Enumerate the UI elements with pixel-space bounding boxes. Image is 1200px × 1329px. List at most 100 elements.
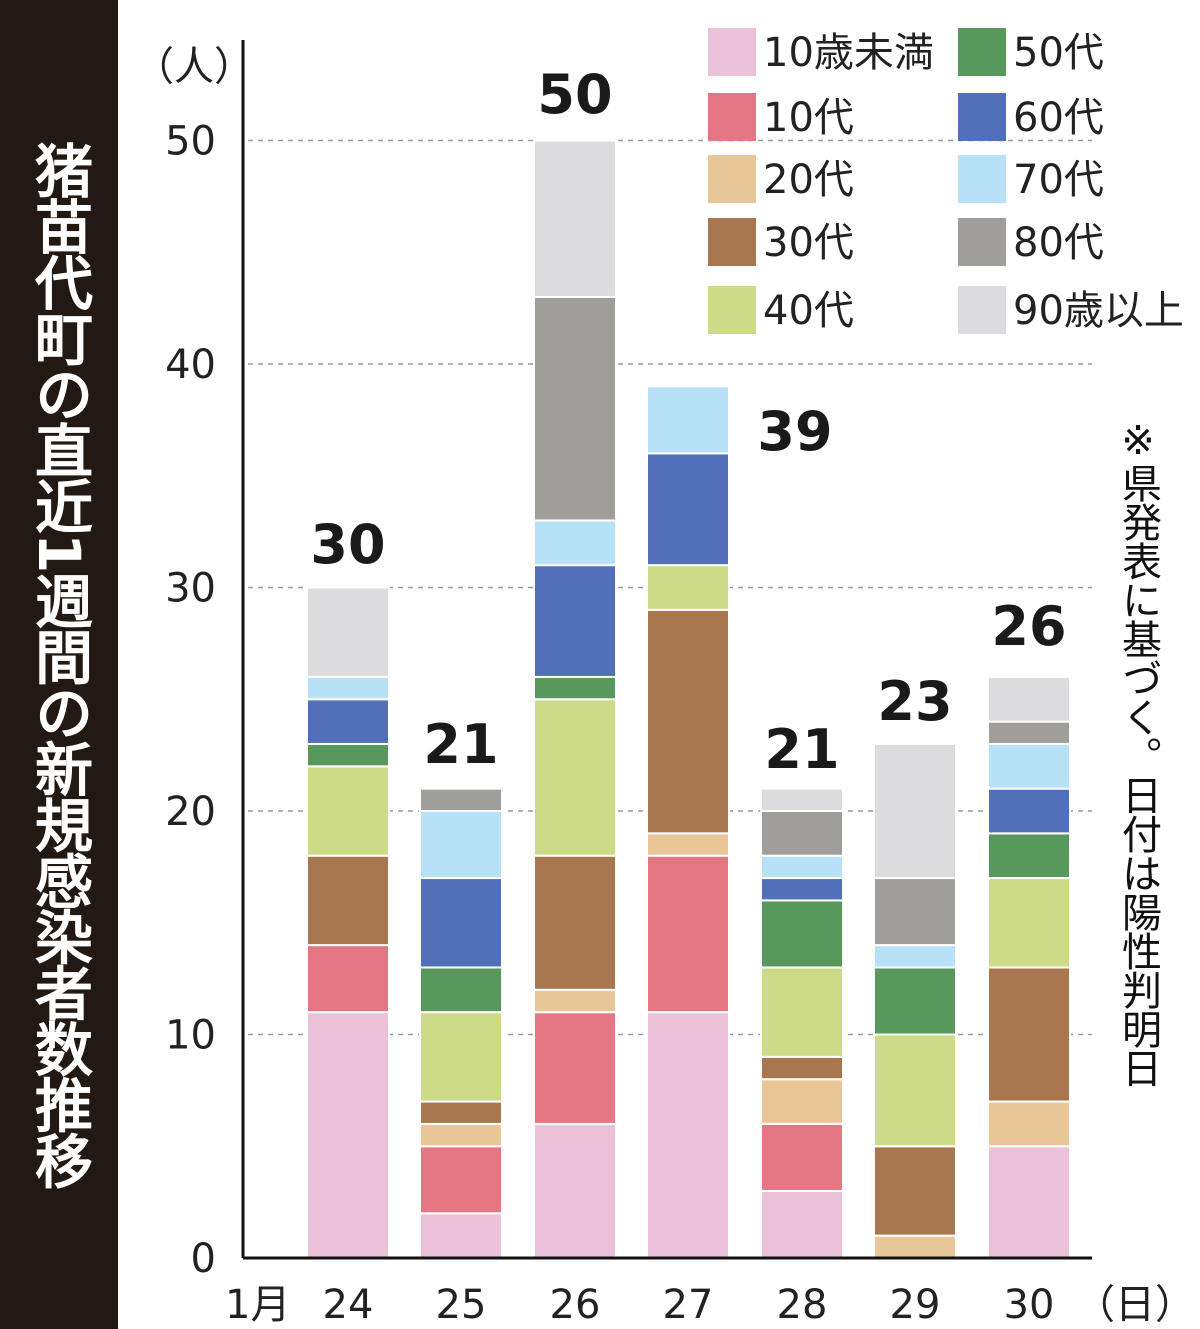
y-axis-label: （人）	[134, 44, 254, 90]
bar-segment-29-2	[873, 1234, 957, 1260]
legend-swatch-3	[708, 218, 756, 266]
bar-segment-28-4	[760, 966, 844, 1058]
bar-segment-30-3	[987, 966, 1071, 1103]
bar-segment-28-7	[760, 854, 844, 880]
bar-segment-29-9	[873, 742, 957, 880]
bar-segment-27-2	[646, 832, 730, 857]
x-tick-27: 27	[663, 1282, 714, 1328]
bar-segment-24-5	[306, 742, 390, 768]
x-tick-26: 26	[550, 1282, 601, 1328]
total-labels: 30 21 50 39 21 23 26	[310, 63, 1066, 781]
x-tick-24: 24	[323, 1282, 374, 1328]
bar-segment-27-7	[646, 385, 730, 455]
legend-label-9: 90歳以上	[1013, 288, 1184, 334]
legend-swatch-1	[708, 93, 756, 141]
bar-segment-28-2	[760, 1078, 844, 1125]
bar-segment-24-4	[306, 765, 390, 857]
bar-segment-28-1	[760, 1122, 844, 1192]
source-note: ※県発表に基づく。日付は陽性判明日	[1115, 418, 1161, 1087]
bar-segment-25-7	[419, 810, 503, 880]
bar-segment-30-2	[987, 1100, 1071, 1148]
legend-label-4: 40代	[763, 288, 854, 334]
legend-label-6: 60代	[1013, 95, 1104, 141]
x-axis-label: （日）	[1075, 1282, 1195, 1328]
total-label-28: 21	[764, 718, 839, 781]
bars	[306, 139, 1071, 1260]
x-prefix-label: 1月	[225, 1282, 290, 1328]
bar-segment-30-9	[987, 675, 1071, 723]
y-tick-labels: 0 10 20 30 40 50	[165, 119, 216, 1283]
y-tick-0: 0	[191, 1236, 216, 1282]
legend-swatch-9	[958, 286, 1006, 334]
bar-segment-25-8	[419, 787, 503, 813]
bar-segment-26-4	[533, 698, 617, 857]
bar-segment-28-3	[760, 1055, 844, 1081]
bar-segment-24-9	[306, 586, 390, 678]
legend-swatch-7	[958, 155, 1006, 203]
x-tick-28: 28	[777, 1282, 828, 1328]
total-label-26: 50	[537, 63, 612, 126]
legend-swatch-4	[708, 286, 756, 334]
bar-segment-28-6	[760, 877, 844, 902]
bar-segment-26-2	[533, 988, 617, 1014]
bar-segment-27-6	[646, 452, 730, 567]
total-label-25: 21	[423, 713, 498, 776]
bar-segment-26-6	[533, 564, 617, 678]
bar-segment-28-5	[760, 899, 844, 969]
bar-segment-30-6	[987, 787, 1071, 835]
bar-segment-25-3	[419, 1100, 503, 1125]
bar-segment-26-7	[533, 519, 617, 567]
bar-segment-24-7	[306, 675, 390, 701]
legend-swatch-6	[958, 93, 1006, 141]
bar-segment-27-4	[646, 564, 730, 611]
legend-swatch-0	[708, 28, 756, 76]
bar-segment-29-4	[873, 1033, 957, 1148]
y-tick-10: 10	[165, 1013, 216, 1059]
bar-segment-26-8	[533, 295, 617, 522]
bar-segment-25-0	[419, 1212, 503, 1260]
bar-segment-30-0	[987, 1145, 1071, 1259]
legend-label-0: 10歳未満	[763, 30, 934, 76]
title-bar: 猪苗代町の直近1週間の新規感染者数推移	[0, 0, 118, 1329]
bar-segment-24-6	[306, 698, 390, 745]
bar-segment-27-3	[646, 608, 730, 835]
axes	[241, 40, 1092, 1260]
bar-segment-26-3	[533, 854, 617, 991]
total-label-24: 30	[310, 513, 385, 576]
total-label-29: 23	[877, 670, 952, 733]
legend-label-1: 10代	[763, 95, 854, 141]
bar-segment-28-0	[760, 1189, 844, 1259]
bar-segment-28-8	[760, 810, 844, 857]
bar-segment-24-0	[306, 1011, 390, 1260]
bar-segment-28-9	[760, 787, 844, 813]
bar-segment-30-8	[987, 720, 1071, 745]
legend-label-3: 30代	[763, 220, 854, 266]
bar-segment-29-5	[873, 966, 957, 1036]
bar-segment-26-9	[533, 139, 617, 298]
legend-label-7: 70代	[1013, 157, 1104, 203]
chart-title: 猪苗代町の直近1週間の新規感染者数推移	[25, 141, 93, 1188]
bar-segment-26-0	[533, 1122, 617, 1260]
legend-label-5: 50代	[1013, 30, 1104, 76]
y-tick-30: 30	[165, 566, 216, 612]
legend-swatch-5	[958, 28, 1006, 76]
bar-segment-24-3	[306, 854, 390, 947]
total-label-30: 26	[991, 595, 1066, 658]
y-tick-50: 50	[165, 119, 216, 165]
bar-segment-26-5	[533, 675, 617, 701]
bar-segment-25-5	[419, 966, 503, 1014]
y-tick-20: 20	[165, 789, 216, 835]
bar-segment-29-3	[873, 1145, 957, 1237]
bar-segment-30-5	[987, 832, 1071, 880]
x-tick-29: 29	[890, 1282, 941, 1328]
legend-label-2: 20代	[763, 157, 854, 203]
x-tick-25: 25	[436, 1282, 487, 1328]
bar-segment-29-7	[873, 944, 957, 969]
bar-segment-25-1	[419, 1145, 503, 1215]
legend-swatch-8	[958, 218, 1006, 266]
bar-segment-25-4	[419, 1011, 503, 1103]
bar-segment-30-7	[987, 742, 1071, 790]
bar-segment-24-1	[306, 944, 390, 1014]
x-tick-30: 30	[1004, 1282, 1055, 1328]
